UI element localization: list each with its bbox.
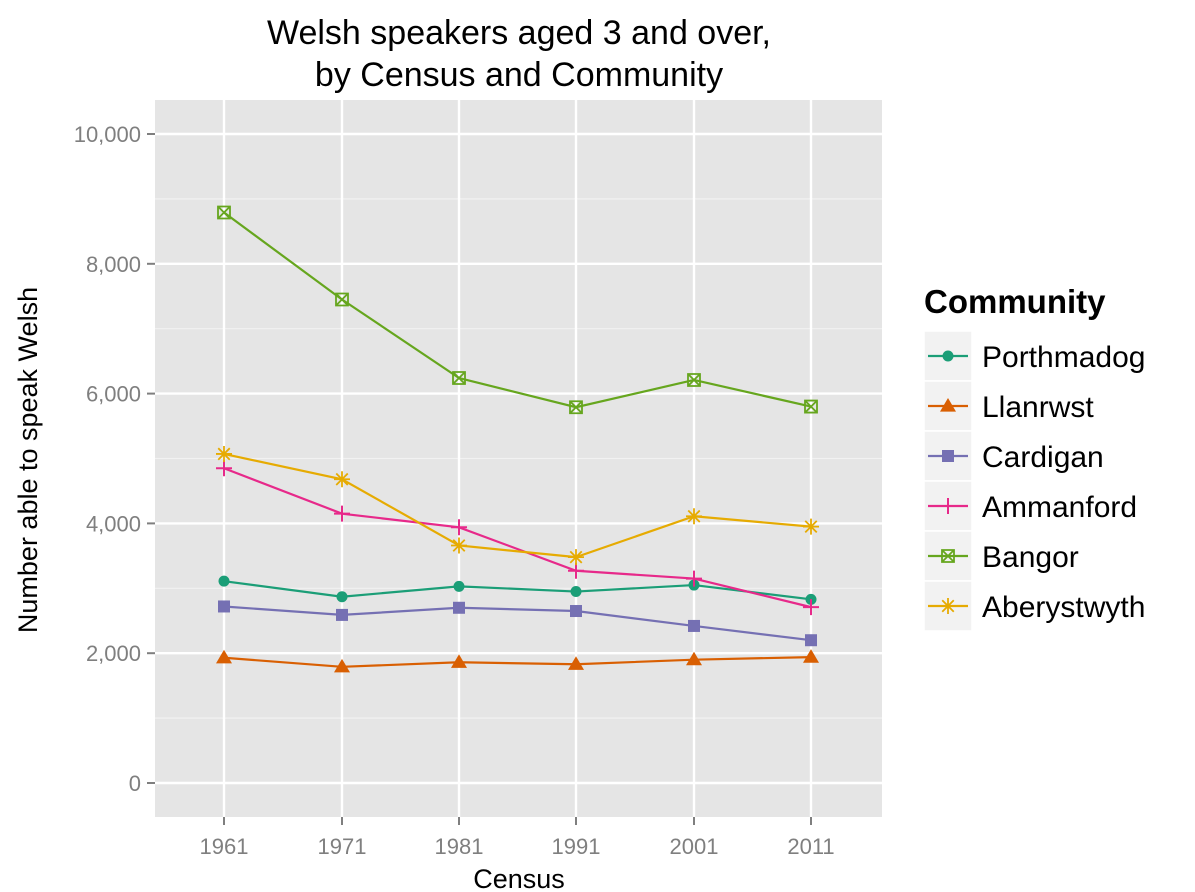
data-point-cardigan xyxy=(453,601,465,614)
data-point-aberystwyth xyxy=(803,518,819,535)
series-aberystwyth xyxy=(216,445,819,566)
data-point-llanrwst xyxy=(686,651,702,666)
series-bangor xyxy=(217,205,818,415)
data-point-ammanford xyxy=(568,562,584,579)
series-line-llanrwst xyxy=(223,655,812,668)
data-point-aberystwyth xyxy=(451,537,467,554)
x-tick-label: 2011 xyxy=(787,834,834,859)
data-point-bangor xyxy=(217,205,231,220)
x-tick-label: 1971 xyxy=(318,834,367,859)
y-axis-ticks: 0 2,000 4,000 6,000 8,000 10,000 xyxy=(74,122,155,796)
x-tick-label: 2001 xyxy=(670,834,719,859)
legend-label: Ammanford xyxy=(982,491,1137,524)
legend: Community Porthmadog Llanrwst Cardigan Amma… xyxy=(923,283,1145,632)
data-point-bangor xyxy=(452,371,466,385)
x-tick-label: 1991 xyxy=(552,834,601,859)
data-point-bangor xyxy=(687,373,701,387)
data-point-ammanford xyxy=(334,505,350,522)
y-tick-label: 2,000 xyxy=(86,641,141,666)
legend-label: Bangor xyxy=(982,541,1079,574)
legend-item-llanrwst: Llanrwst xyxy=(923,380,1094,432)
y-tick-label: 10,000 xyxy=(74,122,141,147)
y-tick-label: 6,000 xyxy=(86,382,141,407)
legend-key-marker xyxy=(940,498,956,514)
y-tick-label: 4,000 xyxy=(86,511,141,536)
legend-label: Llanrwst xyxy=(982,391,1094,424)
legend-label: Porthmadog xyxy=(982,341,1145,374)
data-point-bangor xyxy=(569,400,583,415)
data-point-porthmadog xyxy=(570,586,582,598)
legend-item-porthmadog: Porthmadog xyxy=(923,330,1145,382)
legend-key-marker xyxy=(940,398,956,412)
data-point-ammanford xyxy=(686,570,702,587)
data-point-cardigan xyxy=(336,608,348,621)
legend-item-cardigan: Cardigan xyxy=(923,430,1104,482)
data-point-llanrwst xyxy=(334,658,350,673)
legend-label: Aberystwyth xyxy=(982,591,1145,624)
grid-major xyxy=(155,100,882,817)
series-line-aberystwyth xyxy=(223,452,812,559)
data-point-ammanford xyxy=(803,599,819,616)
series-ammanford xyxy=(216,460,819,616)
data-point-porthmadog xyxy=(218,575,230,587)
data-point-porthmadog xyxy=(453,580,465,592)
data-point-cardigan xyxy=(570,605,582,618)
legend-label: Cardigan xyxy=(982,441,1104,474)
data-point-porthmadog xyxy=(336,591,348,603)
data-point-cardigan xyxy=(805,634,817,647)
legend-item-ammanford: Ammanford xyxy=(923,480,1137,532)
series-line-cardigan xyxy=(223,605,812,642)
data-point-llanrwst xyxy=(803,649,819,663)
legend-key-marker xyxy=(941,549,955,563)
data-point-bangor xyxy=(804,399,818,414)
y-tick-label: 0 xyxy=(129,771,141,796)
legend-key-marker xyxy=(942,350,954,362)
x-tick-label: 1981 xyxy=(435,834,484,859)
x-tick-label: 1961 xyxy=(200,834,249,859)
x-axis-title: Census xyxy=(473,864,565,892)
series-line-porthmadog xyxy=(223,580,812,601)
data-point-cardigan xyxy=(688,619,700,632)
legend-key-marker xyxy=(940,598,956,614)
series-llanrwst xyxy=(216,649,819,673)
data-point-llanrwst xyxy=(451,654,467,668)
series-porthmadog xyxy=(218,575,817,605)
legend-item-bangor: Bangor xyxy=(923,530,1079,582)
x-axis-ticks: 1961 1971 1981 1991 2001 2011 xyxy=(200,817,835,859)
series-layer xyxy=(216,205,819,673)
data-point-llanrwst xyxy=(568,656,584,670)
data-point-llanrwst xyxy=(216,649,232,664)
legend-item-aberystwyth: Aberystwyth xyxy=(923,580,1145,632)
data-point-aberystwyth xyxy=(334,471,350,488)
data-point-ammanford xyxy=(451,519,467,536)
data-point-aberystwyth xyxy=(216,445,232,462)
legend-key-marker xyxy=(942,450,954,462)
chart-title-line-1: Welsh speakers aged 3 and over, xyxy=(267,14,771,52)
y-axis-title: Number able to speak Welsh xyxy=(13,287,43,633)
y-tick-label: 8,000 xyxy=(86,252,141,277)
series-line-ammanford xyxy=(223,467,812,609)
data-point-aberystwyth xyxy=(686,508,702,525)
data-point-bangor xyxy=(335,292,349,307)
data-point-cardigan xyxy=(218,600,230,613)
series-line-bangor xyxy=(223,211,812,409)
data-point-aberystwyth xyxy=(568,549,584,566)
legend-title: Community xyxy=(924,283,1106,320)
series-cardigan xyxy=(218,600,817,647)
chart-title-line-2: by Census and Community xyxy=(315,56,723,94)
data-point-ammanford xyxy=(216,460,232,477)
